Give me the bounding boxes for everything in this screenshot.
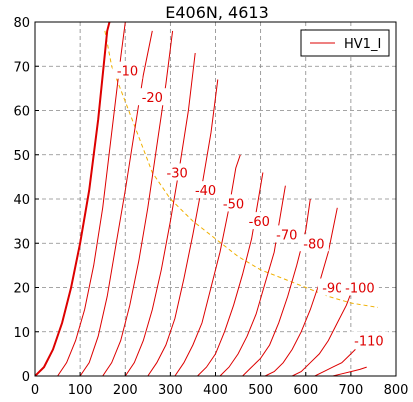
y-tick-label: 70 — [13, 60, 30, 75]
y-tick-label: 10 — [13, 326, 30, 341]
series-line — [314, 349, 356, 376]
curve-label-bg — [190, 181, 221, 199]
curve-label: -60 — [249, 215, 270, 230]
chart-title: E406N, 4613 — [165, 3, 269, 22]
curve-label: -20 — [142, 91, 163, 106]
y-tick-label: 40 — [13, 193, 30, 208]
curve-label: -50 — [223, 197, 244, 212]
series-line — [35, 22, 111, 376]
x-tick-label: 600 — [293, 383, 318, 398]
series-line — [332, 366, 367, 376]
curve-label-bg — [218, 194, 249, 212]
curve-label: -40 — [195, 184, 216, 199]
curve-label: -100 — [345, 282, 375, 297]
curve-label-bg — [298, 234, 329, 252]
curve-label: -70 — [276, 228, 297, 243]
y-tick-label: 80 — [13, 16, 30, 31]
legend-label: HV1_I — [344, 37, 381, 52]
curve-label: -90 — [322, 282, 343, 297]
x-tick-label: 700 — [338, 383, 363, 398]
curve-label-bg — [162, 163, 193, 181]
series-line — [79, 30, 153, 376]
x-tick-label: 200 — [113, 383, 138, 398]
dissipation-curve — [104, 30, 378, 308]
series-line — [264, 207, 338, 376]
curve-label: -30 — [167, 166, 188, 181]
curve-label-bg — [244, 212, 275, 230]
x-tick-label: 300 — [158, 383, 183, 398]
series-line — [124, 52, 196, 376]
y-tick-label: 50 — [13, 149, 30, 164]
y-tick-label: 30 — [13, 237, 30, 252]
curve-label-bg — [349, 331, 388, 349]
series-line — [147, 79, 219, 376]
y-tick-label: 60 — [13, 105, 30, 120]
curve-label-bg — [271, 225, 302, 243]
series-line — [291, 287, 354, 376]
series-line — [57, 22, 126, 376]
curve-label-bg — [112, 61, 143, 79]
curve-labels: -10 -20 -30 -40 -50 -60 -70 -80 -90 -100 -110 — [112, 61, 388, 350]
grid — [35, 22, 396, 376]
y-tick-label: 0 — [22, 370, 30, 385]
curve-label-bg — [340, 278, 379, 296]
series-line — [102, 30, 174, 376]
x-tick-label: 400 — [203, 383, 228, 398]
x-tick-label: 0 — [31, 383, 39, 398]
curve-label: -110 — [354, 335, 384, 350]
curve-label: -80 — [303, 237, 324, 252]
y-tick-label: 20 — [13, 282, 30, 297]
legend: HV1_I — [300, 29, 390, 57]
curve-label-bg — [137, 88, 168, 106]
ticks: 0 100 200 300 400 500 600 700 800 0 10 20 30 40 50 60 70… — [13, 16, 408, 398]
series-line — [174, 154, 241, 376]
x-tick-label: 800 — [384, 383, 409, 398]
x-tick-label: 100 — [68, 383, 93, 398]
curve-label-bg — [317, 278, 348, 296]
x-tick-label: 500 — [248, 383, 273, 398]
curve-label: -10 — [117, 65, 138, 80]
